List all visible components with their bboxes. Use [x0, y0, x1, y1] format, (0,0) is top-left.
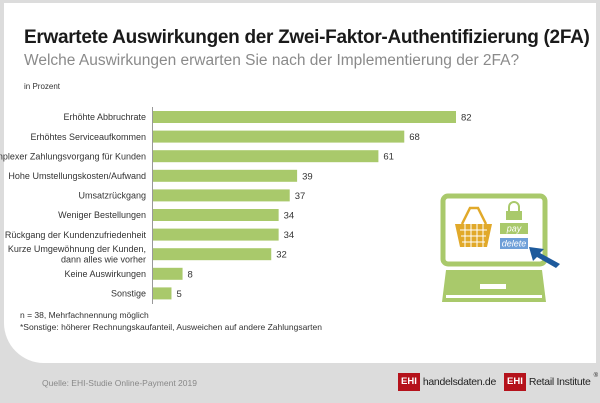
category-label: Komplexer Zahlungsvorgang für Kunden [0, 151, 146, 161]
bar-value-label: 32 [276, 250, 287, 261]
ehi-logo-mark: EHI [504, 373, 526, 391]
chart-title: Erwartete Auswirkungen der Zwei-Faktor-A… [24, 27, 590, 48]
bar-value-label: 5 [176, 289, 181, 300]
bar [153, 248, 272, 261]
category-label: Umsatzrückgang [78, 191, 146, 201]
bar [153, 287, 172, 300]
handelsdaten-logo[interactable]: EHI handelsdaten.de [398, 373, 496, 391]
ehi-retail-logo[interactable]: EHI Retail Institute ® [504, 373, 598, 391]
sample-note: n = 38, Mehrfachnennung möglich [20, 310, 149, 320]
bar [153, 111, 456, 123]
bar [153, 169, 298, 182]
bar [153, 130, 405, 143]
category-label: Kurze Umgewöhnung der Kunden, [8, 244, 146, 254]
chart-subtitle: Welche Auswirkungen erwarten Sie nach de… [24, 52, 520, 69]
source-label: Quelle: EHI-Studie Online-Payment 2019 [42, 378, 197, 388]
bar-value-label: 61 [383, 152, 394, 163]
category-label: Sonstige [111, 289, 146, 299]
category-label: Weniger Bestellungen [58, 210, 146, 220]
delete-label: delete [502, 239, 527, 249]
bar-value-label: 37 [295, 191, 306, 202]
category-label: Hohe Umstellungskosten/Aufwand [8, 171, 146, 181]
registered-mark: ® [593, 373, 598, 379]
cursor-arrow-icon [529, 247, 560, 268]
footnote: *Sonstige: höherer Rechnungskaufanteil, … [20, 322, 322, 332]
category-label: dann alles wie vorher [61, 255, 146, 265]
laptop-illustration: pay delete [440, 193, 560, 302]
bar [153, 189, 290, 202]
bar-value-label: 82 [461, 113, 472, 124]
bar-value-label: 68 [409, 132, 420, 143]
bar [153, 228, 279, 241]
chart-panel [4, 3, 596, 363]
lock-icon [506, 201, 522, 220]
bar [153, 209, 279, 221]
laptop-screen-icon [440, 193, 548, 267]
retail-institute-text: Retail Institute [528, 376, 591, 388]
bar-value-label: 8 [188, 269, 193, 280]
category-label: Erhöhte Abbruchrate [63, 112, 146, 122]
ehi-logo-mark: EHI [398, 373, 420, 391]
pay-button [500, 223, 528, 234]
bar [153, 267, 183, 280]
category-label: Erhöhtes Serviceaufkommen [30, 132, 146, 142]
category-label: Keine Auswirkungen [64, 269, 146, 279]
delete-button [500, 238, 528, 249]
pay-label: pay [506, 224, 522, 234]
bar-value-label: 39 [302, 171, 313, 182]
bar-value-label: 34 [284, 230, 295, 241]
category-label: Rückgang der Kundenzufriedenheit [5, 230, 147, 240]
unit-label: in Prozent [24, 82, 61, 91]
bar [153, 150, 379, 163]
handelsdaten-text: handelsdaten.de [422, 376, 496, 388]
shopping-basket-icon [455, 206, 492, 247]
bar-value-label: 34 [284, 211, 295, 222]
